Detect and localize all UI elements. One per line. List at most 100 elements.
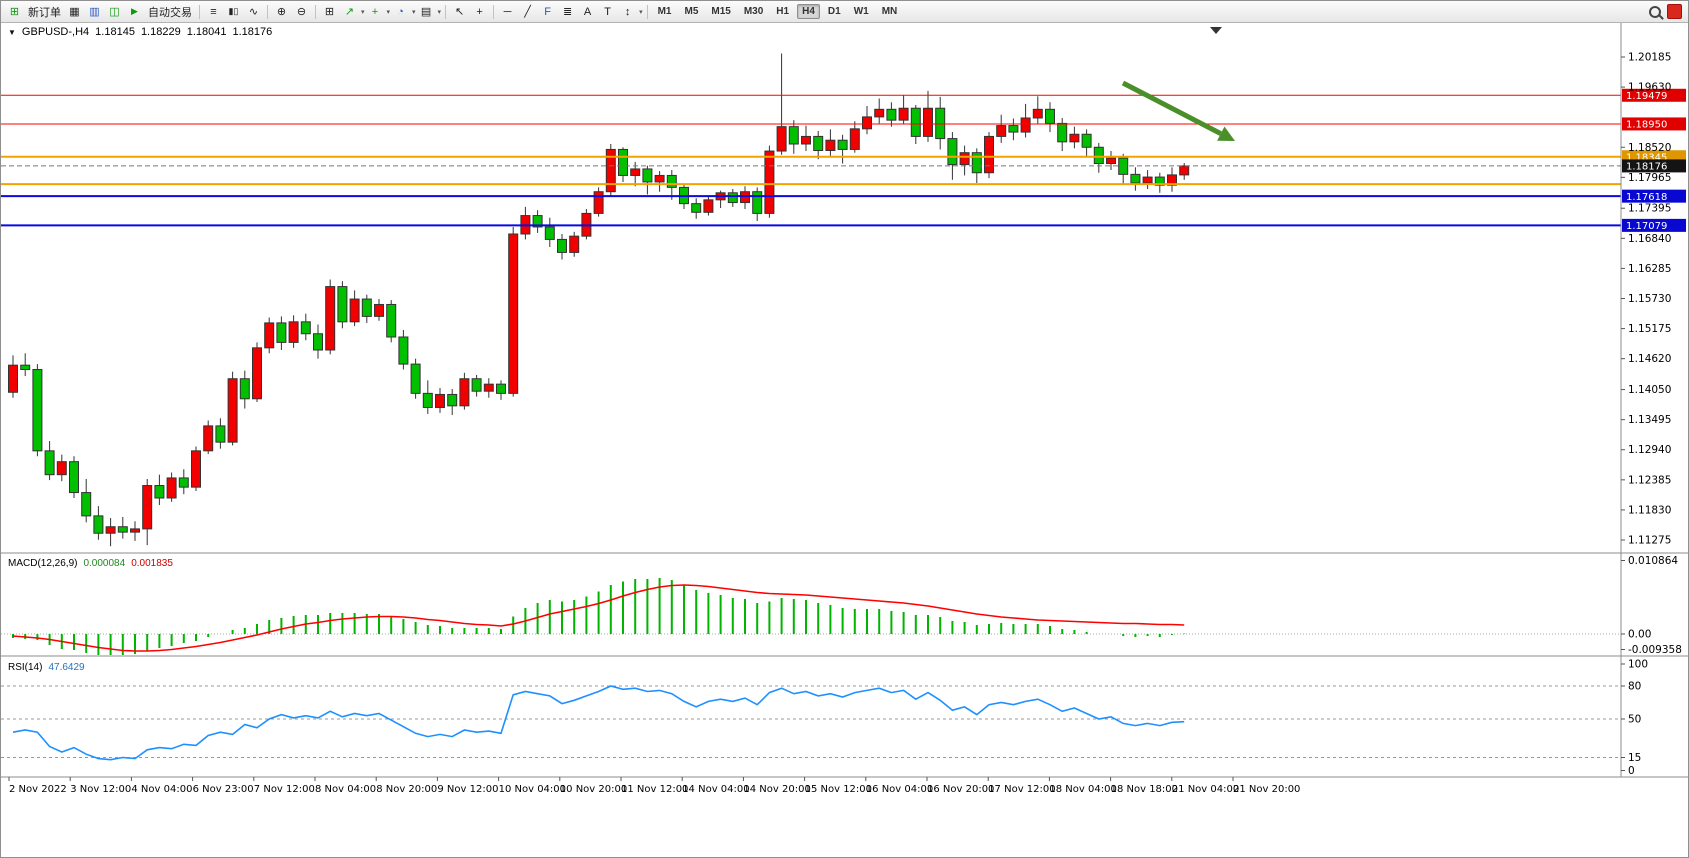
svg-text:1.14620: 1.14620 xyxy=(1628,353,1671,365)
low-value: 1.18041 xyxy=(186,26,227,38)
zoom-in-icon[interactable]: ⊕ xyxy=(276,6,287,18)
timeframe-mn-button[interactable]: MN xyxy=(877,4,903,19)
svg-text:1.19630: 1.19630 xyxy=(1628,82,1671,94)
navigator-icon[interactable]: ◫ xyxy=(109,6,120,18)
text-label-icon[interactable]: T xyxy=(604,5,611,18)
svg-text:100: 100 xyxy=(1628,659,1648,671)
arrows-dropdown-caret[interactable]: ▾ xyxy=(639,8,643,16)
price-chart-svg[interactable]: 1.19479 1.18950 1.18345 1.17618 1.17079 1.181… xyxy=(1,22,1689,802)
timeframe-h4-button[interactable]: H4 xyxy=(797,4,820,19)
cursor-icon[interactable]: ↖ xyxy=(454,6,465,18)
line-chart-icon[interactable]: ∿ xyxy=(248,6,259,18)
horizontal-line-icon[interactable]: ─ xyxy=(503,5,512,18)
toolbar-separator xyxy=(315,4,316,19)
svg-text:1.11275: 1.11275 xyxy=(1628,535,1671,547)
toolbar: ⊞ 新订单 ▦ ▥ ◫ ▶ 自动交易 ≡ ▮▯ ∿ ⊕ ⊖ ⊞ ↗ ▾ + ▾ ◔ ▾… xyxy=(1,1,1688,23)
search-icon[interactable] xyxy=(1645,3,1664,20)
new-order-button[interactable]: 新订单 xyxy=(25,4,64,20)
periods-dropdown-caret[interactable]: ▾ xyxy=(412,8,416,16)
svg-text:3 Nov 12:00: 3 Nov 12:00 xyxy=(70,784,131,795)
periods-icon[interactable]: ◔ xyxy=(397,5,404,18)
timeframe-w1-button[interactable]: W1 xyxy=(849,4,874,19)
timeframe-d1-button[interactable]: D1 xyxy=(823,4,846,19)
svg-text:8 Nov 20:00: 8 Nov 20:00 xyxy=(376,784,437,795)
svg-text:10 Nov 20:00: 10 Nov 20:00 xyxy=(560,784,627,795)
symbol-info-line: ▼ GBPUSD-,H4 1.18145 1.18229 1.18041 1.1… xyxy=(8,26,272,38)
svg-text:18 Nov 04:00: 18 Nov 04:00 xyxy=(1049,784,1116,795)
svg-text:21 Nov 20:00: 21 Nov 20:00 xyxy=(1233,784,1300,795)
macd-name: MACD(12,26,9) xyxy=(8,558,78,569)
close-value: 1.18176 xyxy=(232,26,273,38)
svg-text:1.19479: 1.19479 xyxy=(1626,91,1667,102)
community-icon[interactable] xyxy=(1665,3,1684,20)
chart-canvas[interactable]: 1.19479 1.18950 1.18345 1.17618 1.17079 1.181… xyxy=(1,22,1689,807)
zoom-out-icon[interactable]: ⊖ xyxy=(296,6,307,18)
autotrading-button[interactable]: 自动交易 xyxy=(145,4,195,20)
svg-text:1.17395: 1.17395 xyxy=(1628,203,1671,215)
svg-text:1.13495: 1.13495 xyxy=(1628,414,1671,426)
trendline-icon[interactable]: ╱ xyxy=(524,6,531,18)
svg-text:1.17618: 1.17618 xyxy=(1626,192,1667,203)
chart-window-icon[interactable]: ▦ xyxy=(69,6,80,18)
timeframe-m15-button[interactable]: M15 xyxy=(706,4,735,19)
symbol-label: GBPUSD-,H4 xyxy=(21,26,90,38)
svg-text:1.15730: 1.15730 xyxy=(1628,293,1671,305)
svg-text:14 Nov 04:00: 14 Nov 04:00 xyxy=(682,784,749,795)
rsi-label: RSI(14) 47.6429 xyxy=(8,662,85,673)
bar-chart-icon[interactable]: ≡ xyxy=(210,5,217,18)
shapes-icon[interactable]: ≣ xyxy=(562,6,573,18)
svg-text:7 Nov 12:00: 7 Nov 12:00 xyxy=(254,784,315,795)
svg-text:1.14050: 1.14050 xyxy=(1628,384,1671,396)
timeframe-m1-button[interactable]: M1 xyxy=(653,4,677,19)
svg-text:1.18345: 1.18345 xyxy=(1626,153,1667,164)
new-order-icon[interactable]: ⊞ xyxy=(9,6,20,18)
fibonacci-icon[interactable]: F xyxy=(544,5,551,18)
svg-text:6 Nov 23:00: 6 Nov 23:00 xyxy=(193,784,254,795)
market-watch-icon[interactable]: ▥ xyxy=(89,6,100,18)
indicators-icon[interactable]: ↗ xyxy=(344,6,355,18)
timeframe-m30-button[interactable]: M30 xyxy=(739,4,768,19)
toolbar-separator xyxy=(493,4,495,19)
one-click-trading-triangle-icon[interactable]: ▼ xyxy=(8,27,16,37)
timeframe-h1-button[interactable]: H1 xyxy=(771,4,794,19)
autotrading-play-icon[interactable]: ▶ xyxy=(131,6,138,16)
svg-text:18 Nov 18:00: 18 Nov 18:00 xyxy=(1111,784,1178,795)
svg-text:1.15175: 1.15175 xyxy=(1628,323,1671,335)
svg-text:8 Nov 04:00: 8 Nov 04:00 xyxy=(315,784,376,795)
svg-text:1.18176: 1.18176 xyxy=(1626,162,1667,173)
svg-text:11 Nov 12:00: 11 Nov 12:00 xyxy=(621,784,688,795)
svg-text:1.17965: 1.17965 xyxy=(1628,172,1671,184)
timeframe-m5-button[interactable]: M5 xyxy=(679,4,703,19)
toolbar-separator xyxy=(199,4,200,19)
svg-text:80: 80 xyxy=(1628,681,1641,693)
indicators-dropdown-caret[interactable]: ▾ xyxy=(361,8,365,16)
arrows-icon[interactable]: ↕ xyxy=(624,5,631,18)
templates-dropdown-caret[interactable]: ▾ xyxy=(437,8,442,16)
svg-text:9 Nov 12:00: 9 Nov 12:00 xyxy=(437,784,498,795)
candlestick-chart-icon[interactable]: ▮▯ xyxy=(228,6,239,16)
svg-text:0.010864: 0.010864 xyxy=(1628,555,1678,567)
svg-text:1.18950: 1.18950 xyxy=(1626,120,1667,131)
svg-text:0: 0 xyxy=(1628,765,1635,777)
svg-text:16 Nov 20:00: 16 Nov 20:00 xyxy=(927,784,994,795)
svg-text:50: 50 xyxy=(1628,714,1641,726)
svg-text:10 Nov 04:00: 10 Nov 04:00 xyxy=(499,784,566,795)
svg-text:14 Nov 20:00: 14 Nov 20:00 xyxy=(743,784,810,795)
svg-text:1.20185: 1.20185 xyxy=(1628,52,1671,64)
macd-label: MACD(12,26,9) 0.000084 0.001835 xyxy=(8,558,173,569)
toolbar-separator xyxy=(445,4,447,19)
tile-windows-icon[interactable]: ⊞ xyxy=(324,6,335,18)
crosshair-icon[interactable]: + xyxy=(476,5,483,18)
svg-text:1.16840: 1.16840 xyxy=(1628,233,1671,245)
rsi-value: 47.6429 xyxy=(48,662,85,673)
svg-text:1.17079: 1.17079 xyxy=(1626,221,1667,232)
svg-text:1.16285: 1.16285 xyxy=(1628,263,1671,275)
templates-icon[interactable]: ▤ xyxy=(420,6,432,18)
add-indicator-icon[interactable]: + xyxy=(371,5,379,18)
svg-text:21 Nov 04:00: 21 Nov 04:00 xyxy=(1172,784,1239,795)
add-dropdown-caret[interactable]: ▾ xyxy=(386,8,391,16)
svg-text:1.18520: 1.18520 xyxy=(1628,142,1671,154)
text-icon[interactable]: A xyxy=(583,5,592,18)
svg-text:1.12385: 1.12385 xyxy=(1628,474,1671,486)
